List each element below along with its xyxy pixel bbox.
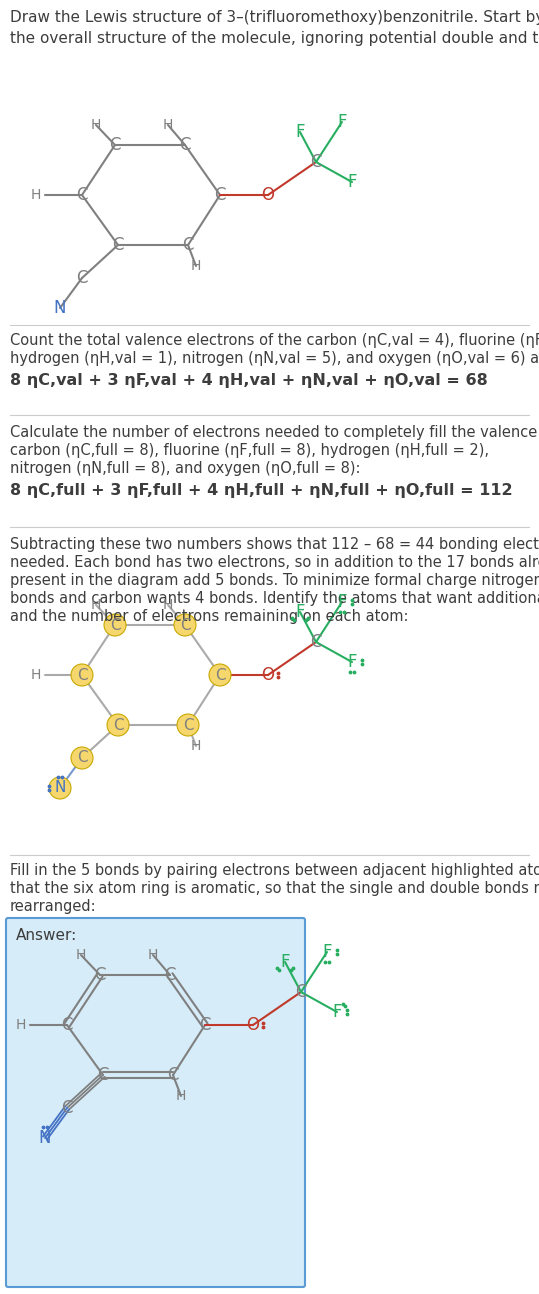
Text: C: C — [167, 1066, 179, 1084]
Text: C: C — [77, 668, 87, 682]
Text: H: H — [191, 739, 201, 753]
Text: F: F — [337, 113, 347, 131]
Text: C: C — [215, 668, 225, 682]
Text: C: C — [110, 617, 120, 633]
Text: Calculate the number of electrons needed to completely fill the valence shells f: Calculate the number of electrons needed… — [10, 424, 539, 440]
Text: O: O — [246, 1016, 259, 1034]
Text: H: H — [91, 118, 101, 132]
Circle shape — [104, 613, 126, 635]
Text: C: C — [310, 153, 322, 171]
Text: N: N — [54, 299, 66, 317]
Text: Fill in the 5 bonds by pairing electrons between adjacent highlighted atoms. Not: Fill in the 5 bonds by pairing electrons… — [10, 863, 539, 879]
Text: N: N — [54, 780, 66, 796]
Text: N: N — [39, 1128, 51, 1146]
Text: H: H — [31, 668, 41, 682]
Text: C: C — [199, 1016, 211, 1034]
Circle shape — [71, 664, 93, 686]
Text: C: C — [61, 1099, 73, 1117]
Text: C: C — [94, 967, 106, 983]
Text: C: C — [113, 717, 123, 732]
Text: H: H — [148, 949, 158, 961]
Text: O: O — [261, 666, 274, 685]
Text: C: C — [310, 633, 322, 651]
Text: H: H — [163, 598, 173, 612]
Text: C: C — [76, 186, 88, 204]
Text: F: F — [322, 943, 331, 961]
Text: rearranged:: rearranged: — [10, 899, 96, 914]
Text: H: H — [191, 259, 201, 273]
Text: C: C — [182, 236, 194, 254]
Text: Count the total valence electrons of the carbon (ηC,val = 4), fluorine (ηF,val =: Count the total valence electrons of the… — [10, 333, 539, 348]
Text: present in the diagram add 5 bonds. To minimize formal charge nitrogen wants 3: present in the diagram add 5 bonds. To m… — [10, 573, 539, 587]
Text: H: H — [91, 598, 101, 612]
Circle shape — [71, 747, 93, 769]
Text: nitrogen (ηN,full = 8), and oxygen (ηO,full = 8):: nitrogen (ηN,full = 8), and oxygen (ηO,f… — [10, 461, 361, 476]
Text: C: C — [76, 269, 88, 287]
Text: C: C — [77, 751, 87, 766]
Circle shape — [107, 714, 129, 736]
Text: C: C — [109, 136, 121, 154]
Text: F: F — [337, 593, 347, 611]
Text: Draw the Lewis structure of 3–(trifluoromethoxy)benzonitrile. Start by drawing
t: Draw the Lewis structure of 3–(trifluoro… — [10, 10, 539, 47]
Text: C: C — [164, 967, 176, 983]
Text: C: C — [179, 617, 190, 633]
Text: F: F — [347, 653, 357, 672]
Text: O: O — [261, 186, 274, 204]
Text: carbon (ηC,full = 8), fluorine (ηF,full = 8), hydrogen (ηH,full = 2),: carbon (ηC,full = 8), fluorine (ηF,full … — [10, 443, 489, 458]
Text: H: H — [16, 1018, 26, 1033]
Text: that the six atom ring is aromatic, so that the single and double bonds may be: that the six atom ring is aromatic, so t… — [10, 881, 539, 895]
Text: and the number of electrons remaining on each atom:: and the number of electrons remaining on… — [10, 609, 409, 624]
Text: Answer:: Answer: — [16, 928, 77, 943]
Text: C: C — [61, 1016, 73, 1034]
Text: hydrogen (ηH,val = 1), nitrogen (ηN,val = 5), and oxygen (ηO,val = 6) atoms:: hydrogen (ηH,val = 1), nitrogen (ηN,val … — [10, 351, 539, 366]
Text: C: C — [295, 983, 307, 1002]
Text: Subtracting these two numbers shows that 112 – 68 = 44 bonding electrons are: Subtracting these two numbers shows that… — [10, 537, 539, 553]
Text: 8 ηC,full + 3 ηF,full + 4 ηH,full + ηN,full + ηO,full = 112: 8 ηC,full + 3 ηF,full + 4 ηH,full + ηN,f… — [10, 483, 513, 498]
Text: F: F — [295, 123, 305, 141]
Text: C: C — [214, 186, 226, 204]
Text: needed. Each bond has two electrons, so in addition to the 17 bonds already: needed. Each bond has two electrons, so … — [10, 555, 539, 569]
Text: C: C — [183, 717, 194, 732]
Text: C: C — [179, 136, 191, 154]
Circle shape — [177, 714, 199, 736]
FancyBboxPatch shape — [6, 917, 305, 1288]
Circle shape — [174, 613, 196, 635]
Circle shape — [49, 776, 71, 798]
Circle shape — [209, 664, 231, 686]
Text: C: C — [112, 236, 124, 254]
Text: H: H — [31, 188, 41, 202]
Text: H: H — [176, 1090, 186, 1102]
Text: H: H — [76, 949, 86, 961]
Text: F: F — [332, 1003, 342, 1021]
Text: H: H — [163, 118, 173, 132]
Text: F: F — [295, 603, 305, 621]
Text: 8 ηC,val + 3 ηF,val + 4 ηH,val + ηN,val + ηO,val = 68: 8 ηC,val + 3 ηF,val + 4 ηH,val + ηN,val … — [10, 373, 488, 388]
Text: bonds and carbon wants 4 bonds. Identify the atoms that want additional bonds: bonds and carbon wants 4 bonds. Identify… — [10, 591, 539, 606]
Text: F: F — [347, 173, 357, 192]
Text: F: F — [280, 952, 290, 970]
Text: C: C — [97, 1066, 109, 1084]
